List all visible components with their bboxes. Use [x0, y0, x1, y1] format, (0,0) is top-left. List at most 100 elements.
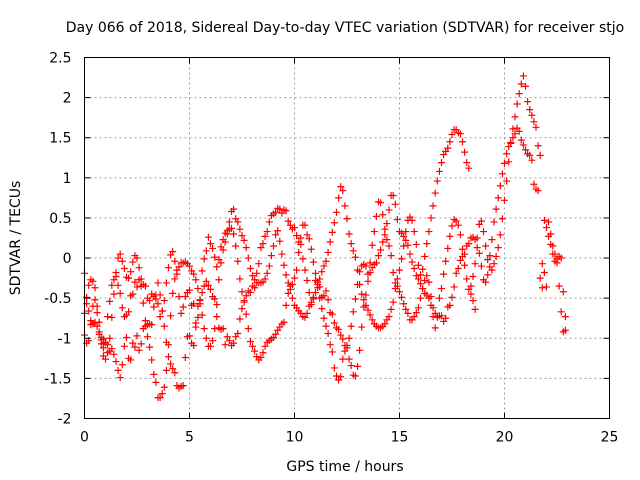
data-point: [169, 289, 177, 297]
data-point: [305, 235, 313, 243]
data-point: [192, 323, 200, 331]
data-point: [91, 284, 99, 292]
data-point: [156, 394, 164, 402]
data-point: [370, 228, 378, 236]
data-point: [503, 150, 511, 158]
data-point: [114, 366, 122, 374]
data-point: [427, 214, 435, 222]
data-point: [225, 218, 233, 226]
data-point: [305, 289, 313, 297]
data-point: [259, 349, 267, 357]
data-point: [318, 305, 326, 313]
data-point: [379, 211, 387, 219]
data-point: [194, 313, 202, 321]
data-point: [381, 320, 389, 328]
data-point: [540, 216, 548, 224]
data-point: [482, 278, 490, 286]
data-point: [272, 330, 280, 338]
data-point: [435, 167, 443, 175]
data-point: [225, 337, 233, 345]
data-point: [307, 245, 315, 253]
data-point: [284, 289, 292, 297]
data-point: [534, 187, 542, 195]
data-point: [320, 314, 328, 322]
data-point: [417, 280, 424, 288]
data-point: [213, 263, 221, 271]
data-point: [261, 342, 269, 350]
data-point: [288, 281, 296, 289]
data-point: [244, 254, 252, 262]
data-point: [473, 244, 481, 252]
data-point: [186, 332, 193, 340]
data-point: [116, 250, 124, 258]
data-point: [473, 234, 481, 242]
data-point: [393, 275, 401, 283]
data-point: [175, 263, 183, 271]
data-point: [288, 294, 296, 302]
data-point: [152, 295, 160, 303]
data-point: [234, 218, 242, 226]
data-point: [316, 275, 324, 283]
data-point: [272, 231, 280, 239]
data-point: [543, 283, 550, 291]
data-point: [305, 302, 313, 310]
data-point: [95, 330, 103, 338]
data-point: [433, 177, 441, 185]
data-point: [146, 343, 154, 351]
data-point: [202, 334, 210, 342]
y-tick-label: 1.5: [49, 131, 71, 147]
data-point: [102, 338, 109, 346]
data-point: [190, 300, 198, 308]
data-point: [97, 336, 105, 344]
data-point: [312, 269, 319, 277]
data-point: [326, 341, 334, 349]
data-point: [385, 242, 393, 250]
data-point: [274, 227, 282, 235]
data-point: [515, 90, 523, 98]
data-point: [404, 241, 412, 249]
data-point: [389, 191, 397, 199]
data-point: [137, 275, 145, 283]
data-point: [339, 335, 347, 343]
data-point: [118, 304, 126, 312]
data-point: [257, 244, 265, 252]
data-point: [330, 364, 338, 372]
data-point: [417, 294, 424, 302]
data-point: [555, 282, 563, 290]
data-point: [221, 341, 229, 349]
data-point: [398, 255, 406, 263]
data-point: [438, 285, 445, 293]
data-point: [223, 230, 231, 238]
data-point: [160, 297, 168, 305]
data-point: [324, 296, 332, 304]
data-point: [490, 218, 498, 226]
data-point: [181, 354, 189, 362]
data-point: [263, 228, 271, 236]
data-point: [454, 221, 462, 229]
x-tick-label: 20: [496, 430, 514, 446]
data-point: [547, 230, 555, 238]
data-point: [234, 257, 242, 265]
data-point: [133, 254, 141, 262]
data-point: [93, 322, 101, 330]
y-tick-label: -1: [58, 331, 72, 347]
data-point: [322, 257, 330, 265]
data-point: [389, 268, 397, 276]
data-point: [198, 311, 206, 319]
data-point: [108, 281, 116, 289]
data-point: [431, 324, 439, 332]
data-point: [438, 159, 445, 167]
data-point: [475, 249, 483, 257]
gridlines: [84, 57, 610, 419]
data-point: [335, 325, 343, 333]
data-point: [498, 215, 506, 223]
data-point: [301, 221, 309, 229]
data-point: [190, 270, 198, 278]
data-point: [242, 292, 250, 300]
data-point: [490, 260, 498, 268]
data-point: [293, 232, 301, 240]
data-point: [333, 372, 340, 380]
data-point: [524, 98, 532, 106]
